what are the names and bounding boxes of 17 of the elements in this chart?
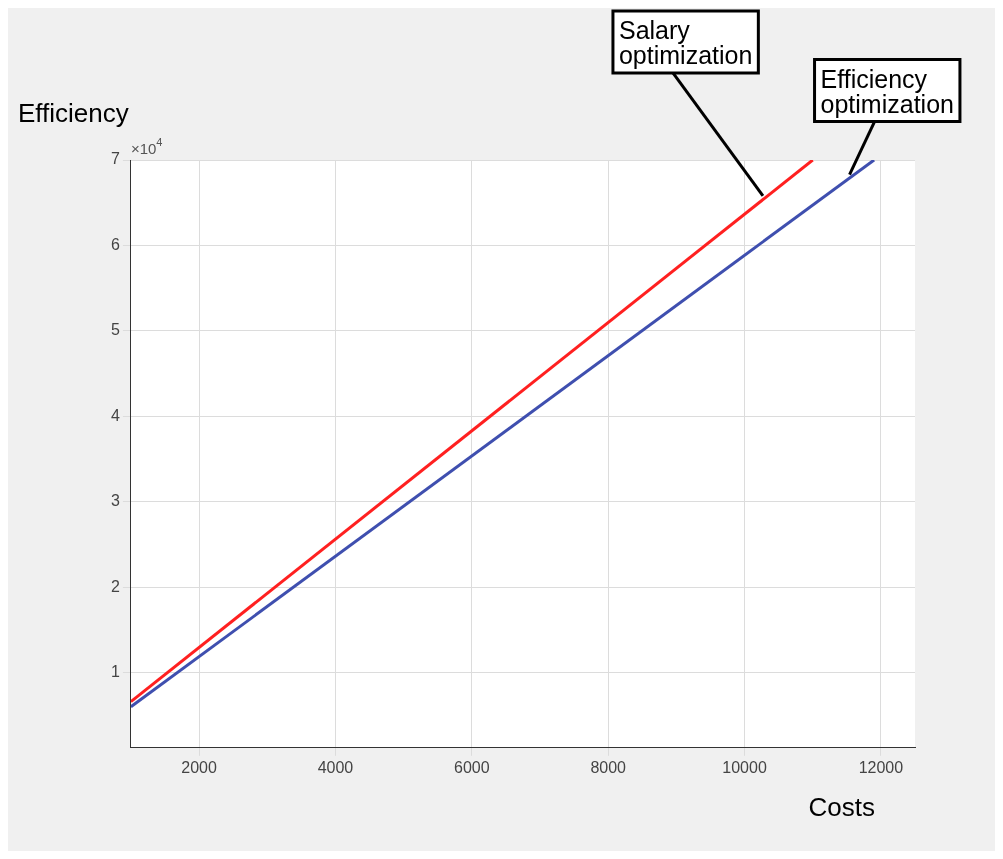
y-tick-label: 4 (110, 406, 120, 424)
y-axis-title: Efficiency (18, 98, 129, 128)
y-tick-label: 5 (110, 321, 120, 339)
y-tick-label: 6 (110, 235, 120, 253)
x-tick-label: 8000 (590, 758, 627, 776)
y-tick-label: 1 (110, 663, 120, 681)
y-tick-label: 2 (110, 577, 120, 595)
annotation: Salary optimization (618, 15, 753, 69)
x-tick-label: 12000 (858, 758, 904, 776)
annotation: Efficiency optimization (820, 64, 954, 118)
x-tick-label: 4000 (317, 758, 354, 776)
x-axis-title: Costs (808, 791, 875, 822)
x-tick-label: 6000 (454, 758, 490, 776)
y-tick-label: 3 (110, 492, 120, 510)
x-tick-label: 10000 (722, 758, 767, 776)
y-tick-label: 7 (110, 150, 120, 168)
x-tick-label: 2000 (181, 758, 217, 776)
